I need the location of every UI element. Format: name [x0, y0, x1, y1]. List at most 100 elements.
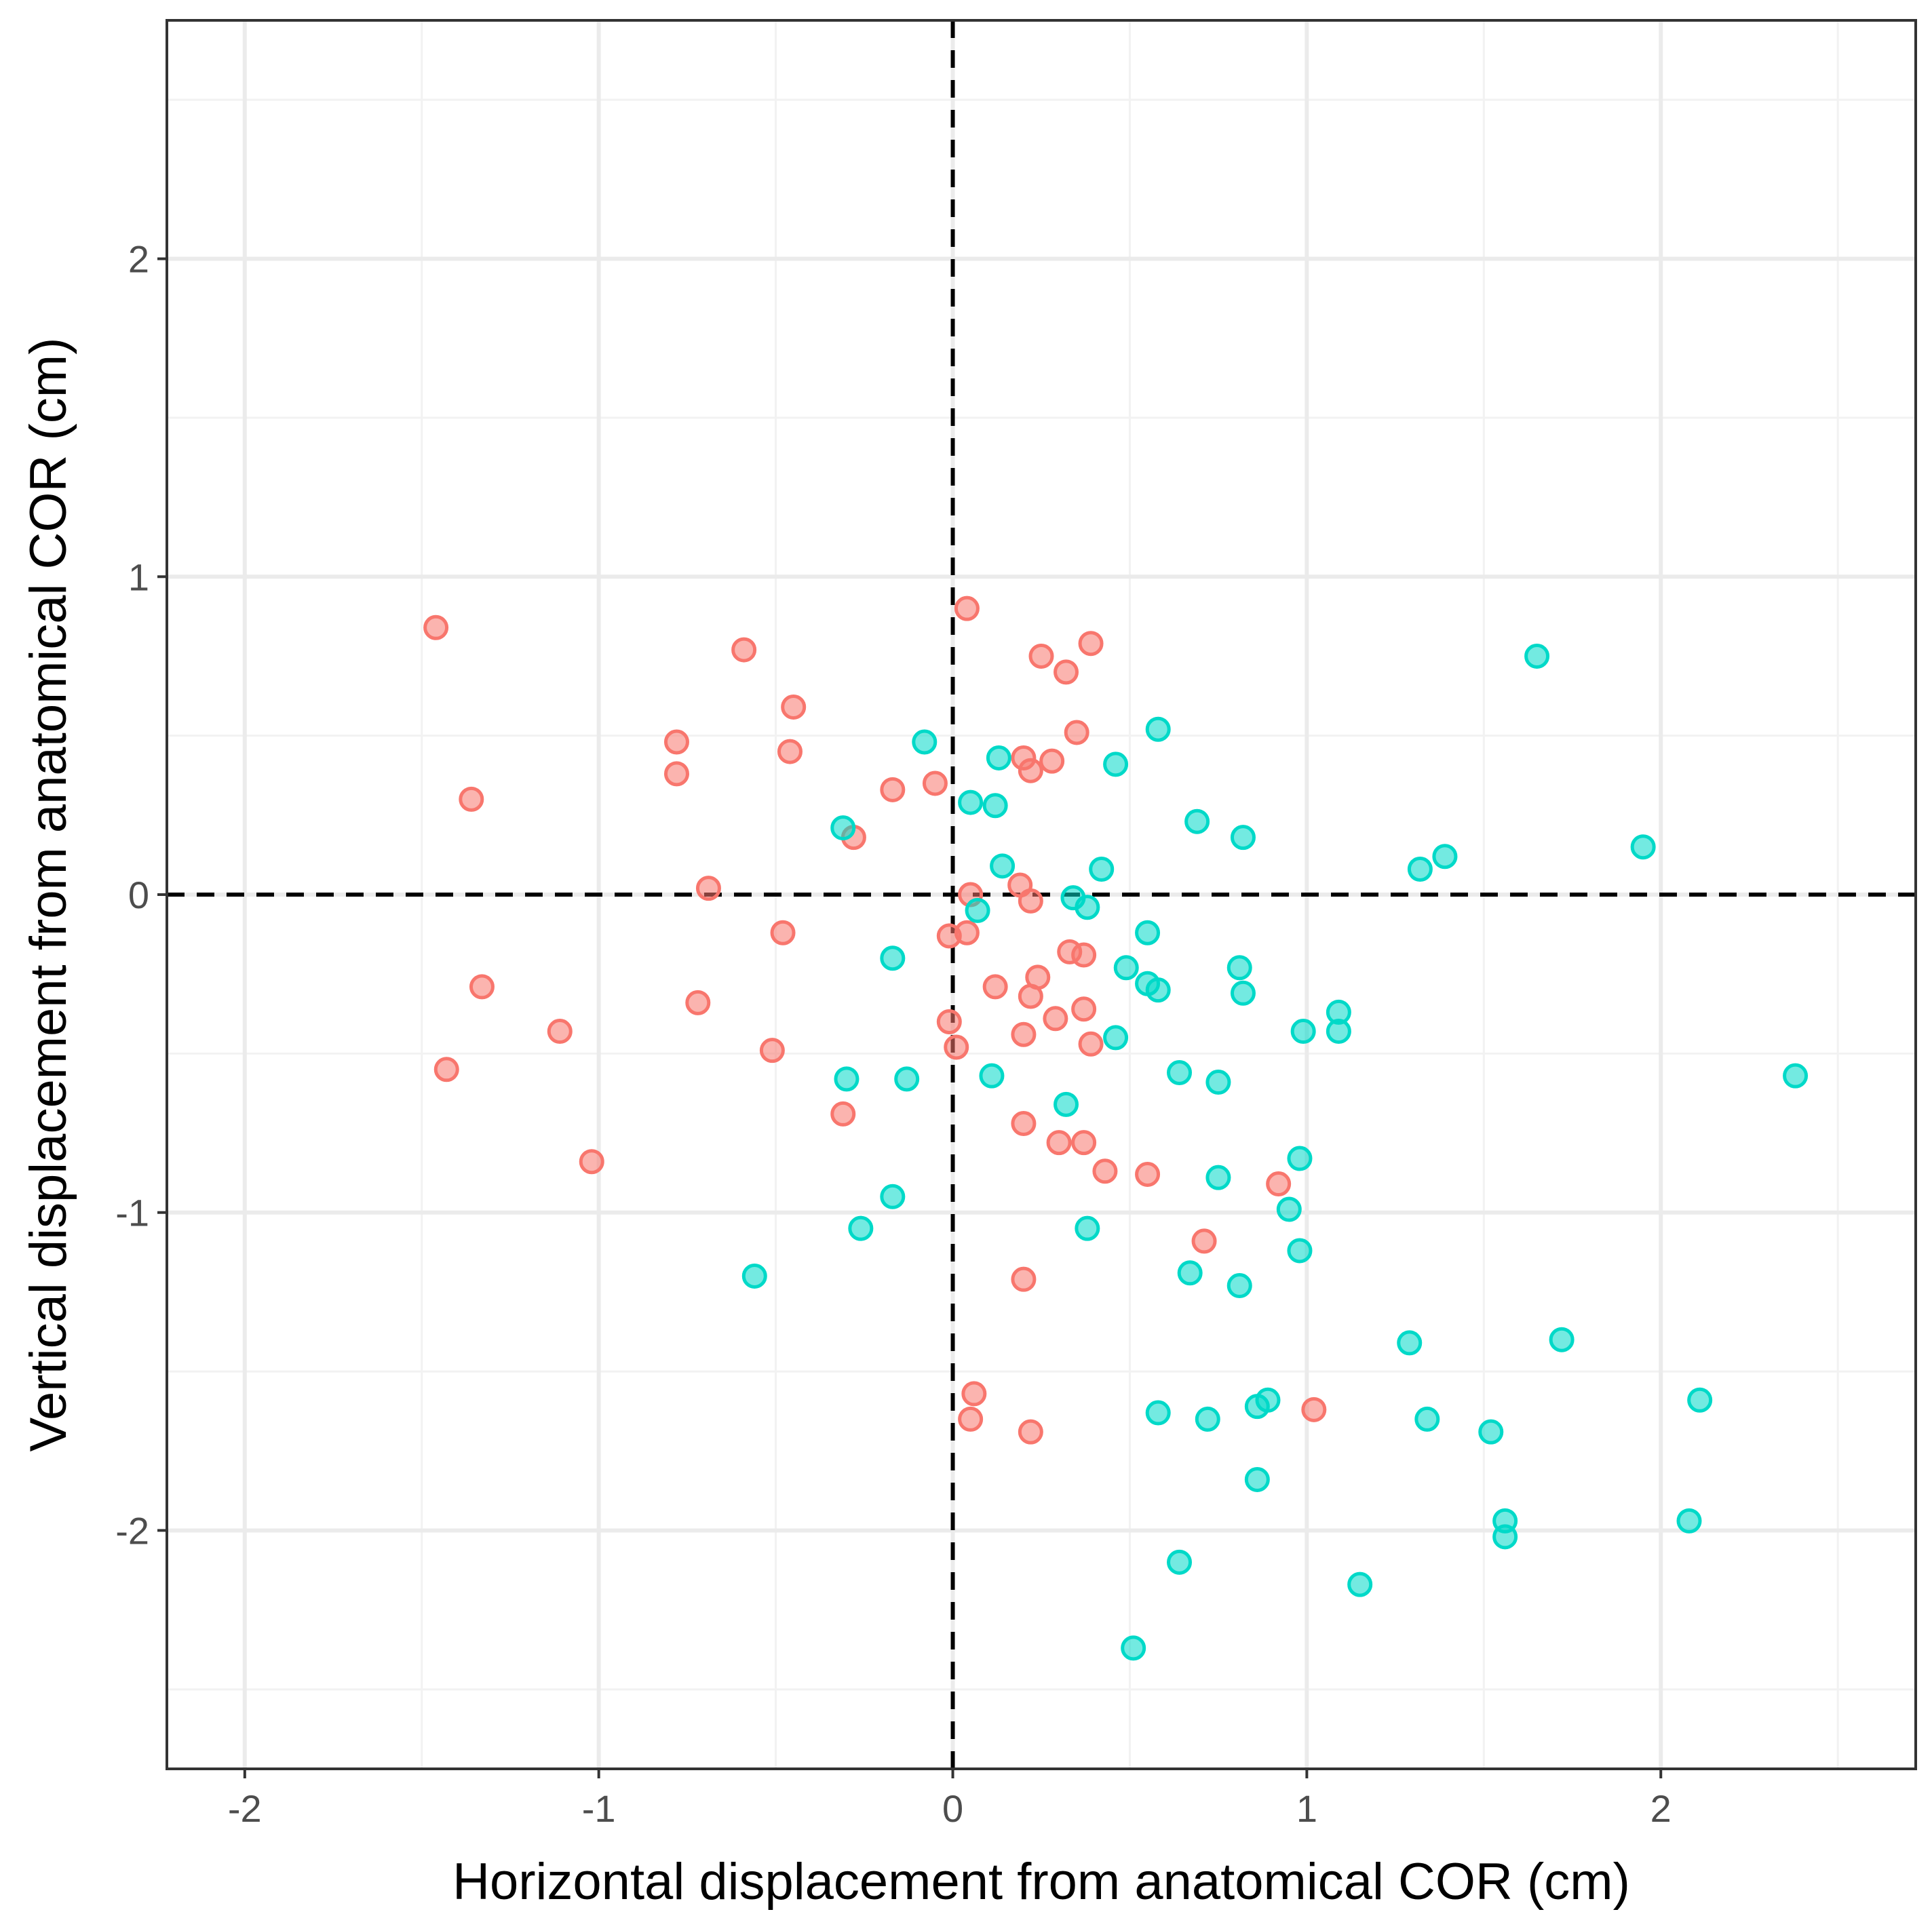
data-point — [1025, 964, 1051, 990]
data-point — [1524, 643, 1550, 669]
data-point — [1011, 1110, 1037, 1136]
data-point — [433, 1057, 459, 1082]
y-tick-label: 2 — [128, 238, 149, 281]
data-point — [1145, 1400, 1171, 1426]
data-point — [1407, 857, 1433, 882]
data-point — [685, 990, 711, 1015]
data-point — [1075, 895, 1100, 920]
data-point — [1301, 1397, 1327, 1422]
y-tick-labels: -2 -1 0 1 2 — [115, 238, 149, 1552]
data-point — [1414, 1406, 1440, 1432]
data-point — [1549, 1327, 1574, 1352]
data-point — [986, 745, 1011, 770]
data-point — [759, 1038, 785, 1063]
data-point — [1492, 1524, 1518, 1550]
data-point — [894, 1066, 920, 1092]
data-point — [1078, 1031, 1104, 1057]
x-tick-label: 1 — [1296, 1787, 1317, 1830]
data-point — [741, 1263, 767, 1289]
data-point — [1266, 1171, 1292, 1197]
data-point — [936, 1009, 962, 1034]
data-point — [1167, 1549, 1193, 1575]
x-tick-label: 0 — [942, 1787, 963, 1830]
data-point — [1011, 1021, 1037, 1047]
y-axis-title: Vertical displacement from anatomical CO… — [20, 338, 77, 1452]
data-point — [1092, 1158, 1118, 1184]
data-point — [1018, 758, 1043, 783]
data-point — [1075, 1215, 1100, 1241]
data-point — [1326, 1019, 1351, 1044]
data-point — [1230, 825, 1256, 851]
data-point — [1145, 977, 1171, 1003]
y-tick-label: 0 — [128, 874, 149, 916]
data-point — [958, 789, 984, 815]
data-point — [469, 974, 495, 1000]
x-tick-label: -2 — [228, 1787, 262, 1830]
data-point — [1071, 996, 1097, 1022]
y-tick-label: -2 — [115, 1509, 149, 1552]
data-point — [1018, 888, 1043, 914]
data-point — [1432, 844, 1458, 870]
data-point — [944, 1034, 969, 1060]
data-point — [1195, 1406, 1220, 1432]
data-point — [1191, 1228, 1217, 1254]
data-point — [912, 729, 938, 755]
data-point — [1230, 980, 1256, 1006]
data-point — [1135, 920, 1161, 945]
data-point — [1397, 1330, 1423, 1356]
data-point — [1103, 1025, 1129, 1051]
data-point — [982, 974, 1008, 1000]
data-point — [1011, 1266, 1037, 1292]
data-point — [547, 1019, 573, 1044]
data-point — [1347, 1571, 1373, 1597]
data-point — [1478, 1419, 1504, 1445]
data-point — [459, 786, 484, 812]
data-point — [1039, 748, 1065, 774]
data-point — [1054, 1091, 1079, 1117]
data-point — [1226, 1273, 1252, 1299]
data-point — [1145, 716, 1171, 742]
data-point — [1018, 1419, 1043, 1445]
data-point — [1113, 955, 1139, 981]
data-point — [1135, 1161, 1161, 1187]
data-point — [834, 1066, 859, 1092]
data-point — [579, 1149, 604, 1175]
data-point — [1687, 1387, 1713, 1413]
data-point — [1205, 1165, 1231, 1190]
data-point — [1676, 1508, 1702, 1534]
data-point — [982, 793, 1008, 819]
data-point — [954, 595, 980, 621]
data-point — [1255, 1387, 1281, 1413]
data-point — [1064, 720, 1089, 745]
data-point — [663, 761, 689, 787]
data-point — [830, 1101, 856, 1127]
data-point — [922, 770, 948, 796]
data-point — [880, 777, 906, 802]
data-point — [1290, 1019, 1316, 1044]
data-point — [770, 920, 796, 945]
data-point — [1078, 631, 1104, 657]
data-point — [1167, 1059, 1193, 1085]
data-point — [1205, 1070, 1231, 1095]
x-axis-title: Horizontal displacement from anatomical … — [452, 1853, 1630, 1911]
data-point — [965, 897, 990, 923]
data-point — [695, 876, 721, 901]
data-point — [777, 739, 803, 764]
data-point — [961, 1381, 987, 1407]
data-point — [1177, 1260, 1203, 1286]
tick-marks — [157, 257, 1663, 1778]
data-point — [830, 815, 856, 841]
data-point — [1121, 1635, 1146, 1661]
x-tick-label: 2 — [1650, 1787, 1672, 1830]
data-point — [954, 920, 980, 945]
data-point — [1028, 643, 1054, 669]
data-point — [1783, 1063, 1809, 1089]
data-point — [1046, 1130, 1072, 1156]
data-point — [979, 1063, 1005, 1089]
data-point — [880, 1184, 906, 1209]
data-point — [1103, 751, 1129, 777]
data-point — [1226, 955, 1252, 981]
data-point — [1043, 1006, 1068, 1032]
